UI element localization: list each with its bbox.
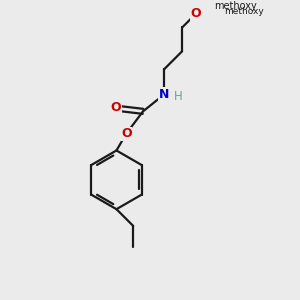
Text: H: H	[174, 90, 183, 103]
Text: methoxy: methoxy	[224, 7, 264, 16]
Text: O: O	[111, 101, 121, 114]
Text: methoxy: methoxy	[214, 1, 257, 11]
Text: O: O	[121, 127, 132, 140]
Text: O: O	[191, 7, 201, 20]
Text: N: N	[159, 88, 169, 101]
